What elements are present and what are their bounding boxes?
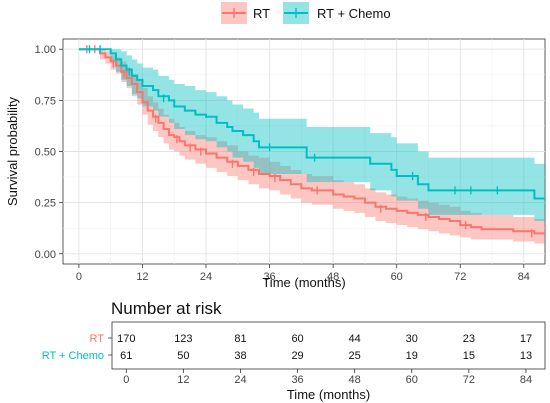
survival-curves <box>78 45 545 238</box>
x-tick-label: 72 <box>454 271 466 283</box>
risk-x-tick-label: 12 <box>177 374 189 386</box>
censor-marks-rt-chemo <box>88 45 499 195</box>
risk-count: 30 <box>406 333 418 345</box>
risk-count: 17 <box>520 333 532 345</box>
risk-x-axis-title: Time (months) <box>287 387 370 402</box>
legend-label: RT + Chemo <box>317 6 391 21</box>
x-tick-label: 36 <box>263 271 275 283</box>
y-tick-label: 0.25 <box>35 198 56 210</box>
x-tick-label: 48 <box>327 271 339 283</box>
number-at-risk-table: Number at risk RT 170 123 81 60 44 30 23 17 RT + C… <box>42 299 546 402</box>
x-tick-label: 12 <box>136 271 148 283</box>
legend-label: RT <box>253 6 270 21</box>
risk-count: 44 <box>349 333 361 345</box>
risk-count: 81 <box>234 333 246 345</box>
survival-curve-rt <box>78 48 545 235</box>
risk-x-tick-label: 36 <box>291 374 303 386</box>
risk-row-rt-chemo: RT + Chemo 61 50 38 29 25 19 15 13 <box>42 350 532 362</box>
confidence-band-rt-chemo <box>78 49 545 222</box>
risk-count: 15 <box>463 350 475 362</box>
risk-count: 19 <box>406 350 418 362</box>
x-tick-label: 84 <box>518 271 530 283</box>
risk-x-tick-label: 24 <box>234 374 246 386</box>
y-tick-label: 0.75 <box>35 95 56 107</box>
risk-count: 13 <box>520 350 532 362</box>
y-axis-title: Survival probability <box>5 96 20 206</box>
risk-count: 60 <box>291 333 303 345</box>
x-tick-label: 0 <box>76 271 82 283</box>
axes: 0 12 24 36 48 60 72 84 0.00 0.25 0.50 0.75 1.00 Time … <box>5 44 530 290</box>
risk-count: 170 <box>117 333 135 345</box>
legend-item-rt: RT <box>221 2 270 24</box>
risk-count: 123 <box>174 333 192 345</box>
risk-count: 50 <box>177 350 189 362</box>
risk-count: 23 <box>463 333 475 345</box>
risk-count: 61 <box>120 350 132 362</box>
y-tick-label: 1.00 <box>35 44 56 56</box>
x-tick-label: 60 <box>391 271 403 283</box>
confidence-bands <box>78 49 545 244</box>
risk-row-label: RT + Chemo <box>42 350 104 362</box>
gridlines <box>63 39 545 264</box>
risk-count: 25 <box>349 350 361 362</box>
censor-marks-rt <box>86 45 533 238</box>
risk-count: 29 <box>291 350 303 362</box>
x-tick-label: 24 <box>200 271 212 283</box>
risk-count: 38 <box>234 350 246 362</box>
risk-x-tick-label: 48 <box>349 374 361 386</box>
legend-item-rt-chemo: RT + Chemo <box>283 2 391 24</box>
y-tick-label: 0.50 <box>35 147 56 159</box>
survival-curve-rt-chemo <box>78 48 545 200</box>
survival-plot-panel: 0 12 24 36 48 60 72 84 0.00 0.25 0.50 0.75 1.00 Time … <box>5 38 546 290</box>
risk-x-tick-label: 60 <box>406 374 418 386</box>
risk-table-title: Number at risk <box>111 299 222 318</box>
y-tick-label: 0.00 <box>35 249 56 261</box>
risk-row-rt: RT 170 123 81 60 44 30 23 17 <box>90 333 533 345</box>
risk-x-tick-label: 72 <box>463 374 475 386</box>
risk-row-label: RT <box>90 333 105 345</box>
legend: RT RT + Chemo <box>221 2 391 24</box>
risk-table-border <box>111 321 546 370</box>
confidence-band-rt <box>78 49 545 244</box>
risk-x-tick-label: 84 <box>520 374 532 386</box>
risk-x-tick-label: 0 <box>123 374 129 386</box>
x-axis-title: Time (months) <box>262 275 345 290</box>
